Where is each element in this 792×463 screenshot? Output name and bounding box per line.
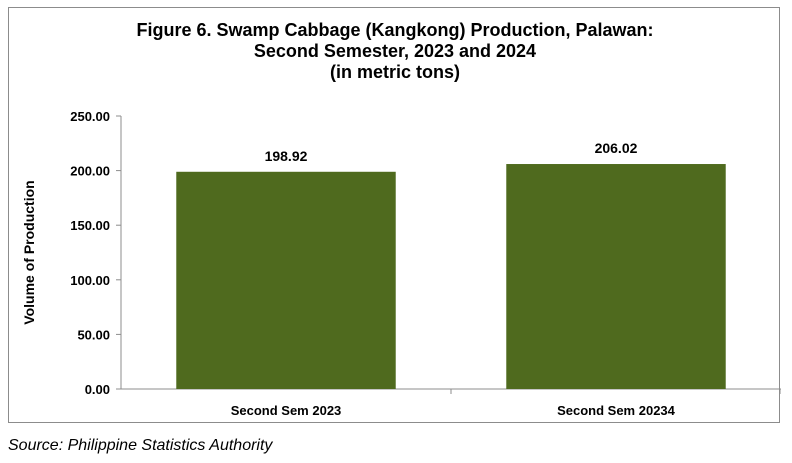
x-tick-label: Second Sem 2023 bbox=[231, 403, 342, 418]
chart-title: Figure 6. Swamp Cabbage (Kangkong) Produ… bbox=[9, 20, 781, 83]
bar-2 bbox=[506, 164, 726, 389]
y-tick-label: 250.00 bbox=[70, 109, 110, 124]
y-tick-label: 0.00 bbox=[85, 382, 110, 397]
chart-title-line-3: (in metric tons) bbox=[329, 62, 460, 82]
source-note: Source: Philippine Statistics Authority bbox=[8, 437, 273, 454]
chart-plot: 0.00 50.00 100.00 150.00 200.00 250.00 Volume … bbox=[21, 109, 781, 418]
data-label-1: 198.92 bbox=[265, 148, 308, 164]
chart-title-line-2: Second Semester, 2023 and 2024 bbox=[253, 41, 537, 61]
y-tick-label: 50.00 bbox=[77, 327, 110, 342]
y-tick-label: 150.00 bbox=[70, 218, 110, 233]
chart-title-line-1: Figure 6. Swamp Cabbage (Kangkong) Produ… bbox=[136, 20, 654, 40]
y-tick-label: 100.00 bbox=[70, 273, 110, 288]
x-tick-label: Second Sem 20234 bbox=[557, 403, 676, 418]
y-axis-title: Volume of Production bbox=[21, 180, 37, 324]
bar-1 bbox=[176, 171, 396, 389]
y-tick-label: 200.00 bbox=[70, 164, 110, 179]
data-label-2: 206.02 bbox=[595, 140, 638, 156]
chart-frame: Figure 6. Swamp Cabbage (Kangkong) Produ… bbox=[8, 7, 781, 423]
